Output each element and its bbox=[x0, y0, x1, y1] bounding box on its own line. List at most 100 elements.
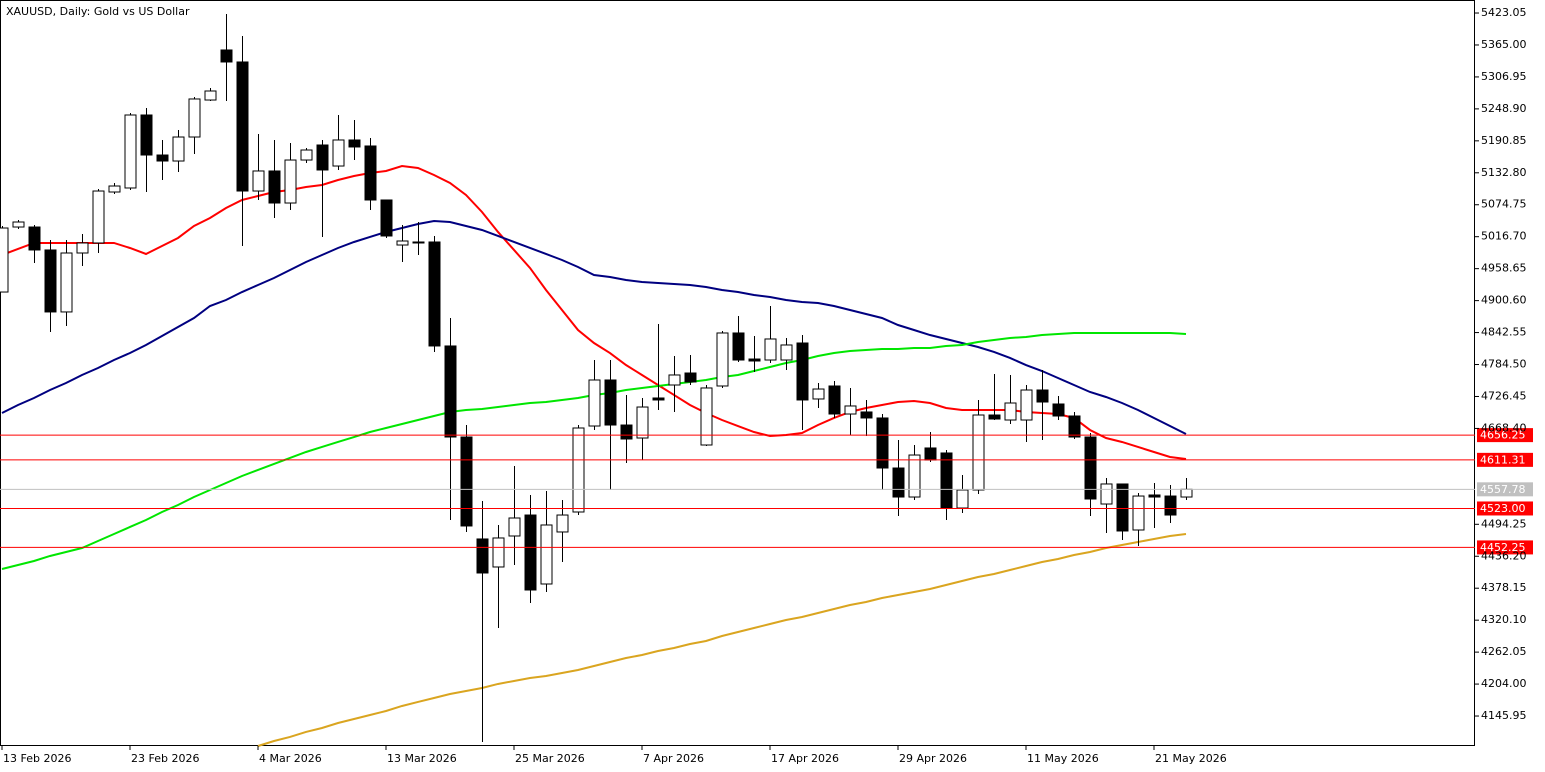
candle-body bbox=[796, 342, 809, 401]
levels: 4656.25 4611.31 4557.78 4523.00 4452.25 bbox=[0, 428, 1533, 555]
candle-body bbox=[908, 454, 921, 498]
candle-body bbox=[940, 452, 953, 509]
x-tick-label: 11 May 2026 bbox=[1027, 752, 1099, 765]
y-tick-label: 4668.40 bbox=[1481, 421, 1527, 434]
level-label: 4557.78 bbox=[1480, 483, 1526, 496]
candle-body bbox=[988, 414, 1001, 420]
candle-body bbox=[236, 61, 249, 192]
candle-body bbox=[332, 139, 345, 167]
level-label: 4656.25 bbox=[1480, 429, 1526, 442]
candle-body bbox=[860, 411, 873, 419]
candle-body bbox=[284, 159, 297, 204]
candle-body bbox=[684, 372, 697, 383]
y-tick-label: 4784.50 bbox=[1481, 358, 1527, 371]
x-tick-label: 25 Mar 2026 bbox=[515, 752, 585, 765]
candle-body bbox=[300, 149, 313, 161]
y-tick-label: 4320.10 bbox=[1481, 613, 1527, 626]
candle-body bbox=[652, 397, 665, 401]
y-tick-label: 4842.55 bbox=[1481, 326, 1527, 339]
candle-body bbox=[972, 414, 985, 491]
y-tick-label: 5016.70 bbox=[1481, 230, 1527, 243]
level-label: 4523.00 bbox=[1480, 502, 1526, 515]
candle-body bbox=[108, 185, 121, 193]
y-tick-label: 4958.65 bbox=[1481, 262, 1527, 275]
y-tick-label: 4262.05 bbox=[1481, 645, 1527, 658]
candle-body bbox=[348, 139, 361, 148]
candle-body bbox=[140, 114, 153, 156]
candle-body bbox=[1116, 483, 1129, 532]
candle-body bbox=[892, 467, 905, 498]
x-tick-label: 7 Apr 2026 bbox=[643, 752, 704, 765]
candle-body bbox=[252, 170, 265, 192]
candle-body bbox=[1100, 483, 1113, 505]
candle-body bbox=[1052, 403, 1065, 417]
candle-body bbox=[172, 136, 185, 162]
candle-body bbox=[460, 436, 473, 527]
candle-body bbox=[28, 226, 41, 251]
y-tick-label: 5423.05 bbox=[1481, 6, 1527, 19]
level-label-box bbox=[1477, 540, 1533, 555]
candle-body bbox=[620, 424, 633, 440]
candle-body bbox=[220, 49, 233, 63]
x-tick-label: 13 Mar 2026 bbox=[387, 752, 457, 765]
x-tick-label: 4 Mar 2026 bbox=[259, 752, 322, 765]
candle-body bbox=[492, 537, 505, 568]
chart-title: XAUUSD, Daily: Gold vs US Dollar bbox=[6, 5, 190, 18]
candle-body bbox=[956, 489, 969, 509]
level-label-box bbox=[1477, 501, 1533, 516]
candle-body bbox=[44, 249, 57, 313]
candle-body bbox=[636, 406, 649, 439]
candle-body bbox=[396, 240, 409, 246]
y-tick-label: 4204.00 bbox=[1481, 677, 1527, 690]
y-tick-label: 4494.25 bbox=[1481, 517, 1527, 530]
candle-body bbox=[204, 90, 217, 101]
candle-body bbox=[1132, 495, 1145, 531]
candle-body bbox=[12, 221, 25, 228]
candle-body bbox=[364, 145, 377, 201]
candle-body bbox=[1036, 389, 1049, 403]
candle-body bbox=[428, 241, 441, 347]
level-label-box bbox=[1477, 482, 1533, 497]
candle-body bbox=[444, 345, 457, 438]
candle-body bbox=[668, 374, 681, 386]
candle-body bbox=[732, 332, 745, 361]
y-tick-label: 4436.20 bbox=[1481, 549, 1527, 562]
candle-body bbox=[156, 154, 169, 162]
candle-body bbox=[60, 252, 73, 313]
candle-body bbox=[524, 514, 537, 591]
candle-body bbox=[92, 190, 105, 244]
candle-body bbox=[844, 405, 857, 415]
level-label-box bbox=[1477, 452, 1533, 467]
candle-body bbox=[700, 387, 713, 446]
x-tick-label: 13 Feb 2026 bbox=[3, 752, 71, 765]
y-tick-label: 4900.60 bbox=[1481, 294, 1527, 307]
y-tick-label: 5365.00 bbox=[1481, 38, 1527, 51]
moving-average-line bbox=[1, 165, 1187, 460]
candle-body bbox=[76, 242, 89, 254]
candle-body bbox=[780, 344, 793, 361]
candle-body bbox=[764, 338, 777, 361]
y-tick-label: 5190.85 bbox=[1481, 134, 1527, 147]
plot-frame bbox=[0, 0, 1475, 746]
x-tick-label: 21 May 2026 bbox=[1155, 752, 1227, 765]
candle-body bbox=[476, 538, 489, 574]
candle-body bbox=[1084, 436, 1097, 500]
y-tick-label: 5248.90 bbox=[1481, 102, 1527, 115]
moving-average-line bbox=[1, 220, 1187, 435]
level-label: 4611.31 bbox=[1480, 453, 1526, 466]
level-label-box bbox=[1477, 428, 1533, 443]
level-label: 4452.25 bbox=[1480, 541, 1526, 554]
candle-body bbox=[412, 241, 425, 244]
candle-body bbox=[716, 332, 729, 387]
candle-body bbox=[316, 144, 329, 171]
y-tick-label: 4378.15 bbox=[1481, 581, 1527, 594]
candle-body bbox=[588, 379, 601, 427]
candle-body bbox=[748, 358, 761, 362]
y-tick-label: 5132.80 bbox=[1481, 166, 1527, 179]
axes: 5423.05 5365.00 5306.95 5248.90 5190.85 5132.… bbox=[1, 6, 1527, 765]
x-tick-label: 29 Apr 2026 bbox=[899, 752, 967, 765]
candle-body bbox=[380, 199, 393, 237]
moving-average-line bbox=[257, 533, 1187, 747]
